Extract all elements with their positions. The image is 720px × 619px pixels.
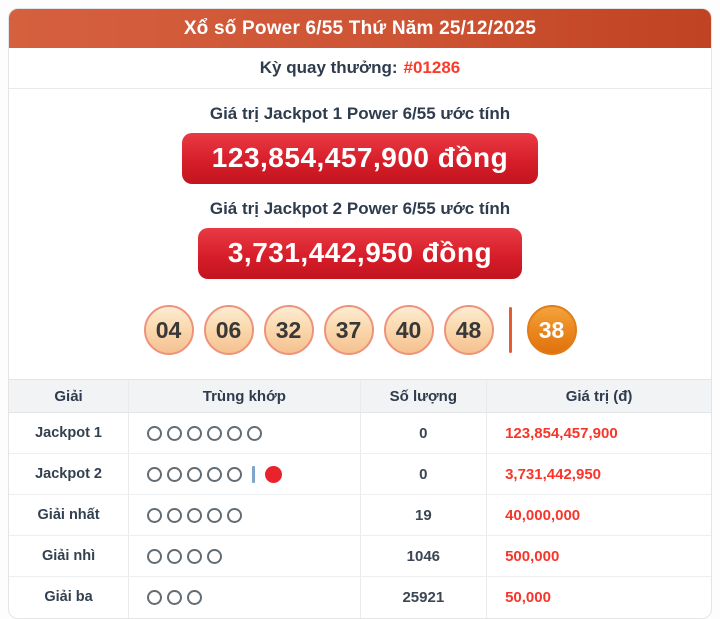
match-circles bbox=[147, 425, 360, 441]
match-circle-icon bbox=[227, 466, 243, 482]
match-circle-icon bbox=[147, 507, 163, 523]
match-pattern bbox=[128, 412, 361, 454]
match-circle-icon bbox=[187, 466, 203, 482]
jackpot1-amount-badge: 123,854,457,900 đồng bbox=[181, 133, 539, 184]
prize-table-header-row: Giải Trùng khớp Số lượng Giá trị (đ) bbox=[9, 379, 711, 413]
match-circle-icon bbox=[207, 466, 223, 482]
table-row: Jackpot 1 0 123,854,457,900 bbox=[9, 412, 711, 454]
match-circles bbox=[147, 465, 360, 483]
winner-count: 19 bbox=[359, 494, 487, 536]
prize-value: 500,000 bbox=[486, 535, 711, 577]
match-circle-icon bbox=[187, 589, 203, 605]
winner-count: 25921 bbox=[359, 576, 487, 618]
table-row: Giải nhì 1046 500,000 bbox=[9, 535, 711, 577]
match-pattern bbox=[128, 535, 361, 577]
column-header-prize: Giải bbox=[9, 379, 129, 413]
match-circle-icon bbox=[227, 507, 243, 523]
prize-value: 3,731,442,950 bbox=[486, 453, 711, 495]
match-circle-icon bbox=[167, 548, 183, 564]
match-circle-icon bbox=[227, 425, 243, 441]
table-row: Jackpot 2 0 3,731,442,950 bbox=[9, 453, 711, 495]
prize-value: 40,000,000 bbox=[486, 494, 711, 536]
match-circle-icon bbox=[167, 425, 183, 441]
prize-name: Giải nhất bbox=[9, 494, 129, 536]
match-circles bbox=[147, 548, 360, 564]
column-header-match: Trùng khớp bbox=[128, 379, 361, 413]
match-circle-icon bbox=[167, 466, 183, 482]
draw-period-label: Kỳ quay thưởng: bbox=[259, 58, 398, 77]
winning-number-ball: 40 bbox=[383, 305, 434, 355]
match-circle-icon bbox=[187, 507, 203, 523]
column-header-count: Số lượng bbox=[359, 379, 487, 413]
prize-name: Jackpot 1 bbox=[9, 412, 129, 454]
winning-number-ball: 06 bbox=[203, 305, 254, 355]
winner-count: 0 bbox=[359, 453, 487, 495]
power-number-divider bbox=[508, 307, 512, 353]
match-circles bbox=[147, 589, 360, 605]
match-circle-icon bbox=[187, 425, 203, 441]
prize-value: 123,854,457,900 bbox=[486, 412, 711, 454]
page-header: Xổ số Power 6/55 Thứ Năm 25/12/2025 bbox=[9, 9, 711, 48]
prize-value: 50,000 bbox=[486, 576, 711, 618]
prize-table: Giải Trùng khớp Số lượng Giá trị (đ) Jac… bbox=[9, 379, 711, 618]
winning-numbers-row: 04 06 32 37 40 48 38 bbox=[9, 305, 711, 355]
jackpot2-title: Giá trị Jackpot 2 Power 6/55 ước tính bbox=[209, 199, 511, 218]
match-circle-icon bbox=[167, 589, 183, 605]
draw-period-id: #01286 bbox=[403, 58, 461, 77]
prize-name: Giải nhì bbox=[9, 535, 129, 577]
match-separator bbox=[252, 465, 256, 483]
match-circle-icon bbox=[147, 466, 163, 482]
match-circle-icon bbox=[187, 548, 203, 564]
jackpot2-amount-badge: 3,731,442,950 đồng bbox=[197, 228, 523, 279]
jackpot1-title: Giá trị Jackpot 1 Power 6/55 ước tính bbox=[209, 104, 511, 123]
match-circles bbox=[147, 507, 360, 523]
match-circle-icon bbox=[147, 589, 163, 605]
power-match-circle-icon bbox=[265, 465, 283, 483]
table-row: Giải ba 25921 50,000 bbox=[9, 576, 711, 618]
match-circle-icon bbox=[207, 507, 223, 523]
winning-number-ball: 04 bbox=[143, 305, 194, 355]
prize-name: Jackpot 2 bbox=[9, 453, 129, 495]
match-circle-icon bbox=[147, 548, 163, 564]
match-circle-icon bbox=[147, 425, 163, 441]
table-row: Giải nhất 19 40,000,000 bbox=[9, 494, 711, 536]
winning-number-ball: 37 bbox=[323, 305, 374, 355]
match-circle-icon bbox=[207, 548, 223, 564]
match-circle-icon bbox=[247, 425, 263, 441]
prize-name: Giải ba bbox=[44, 589, 93, 606]
jackpot2-block: Giá trị Jackpot 2 Power 6/55 ước tính 3,… bbox=[9, 199, 711, 279]
match-circle-icon bbox=[167, 507, 183, 523]
match-pattern bbox=[128, 576, 361, 618]
draw-period-row: Kỳ quay thưởng: #01286 bbox=[9, 48, 711, 89]
match-pattern bbox=[128, 494, 361, 536]
winning-number-ball: 32 bbox=[263, 305, 314, 355]
page-title: Xổ số Power 6/55 Thứ Năm 25/12/2025 bbox=[183, 17, 537, 39]
power-number-ball: 38 bbox=[526, 305, 577, 355]
winning-number-ball: 48 bbox=[443, 305, 494, 355]
jackpot1-block: Giá trị Jackpot 1 Power 6/55 ước tính 12… bbox=[9, 104, 711, 184]
winner-count: 1046 bbox=[359, 535, 487, 577]
match-pattern bbox=[128, 453, 361, 495]
column-header-value: Giá trị (đ) bbox=[486, 379, 711, 413]
lottery-result-card: Xổ số Power 6/55 Thứ Năm 25/12/2025 Kỳ q… bbox=[8, 8, 712, 619]
match-circle-icon bbox=[207, 425, 223, 441]
winner-count: 0 bbox=[359, 412, 487, 454]
